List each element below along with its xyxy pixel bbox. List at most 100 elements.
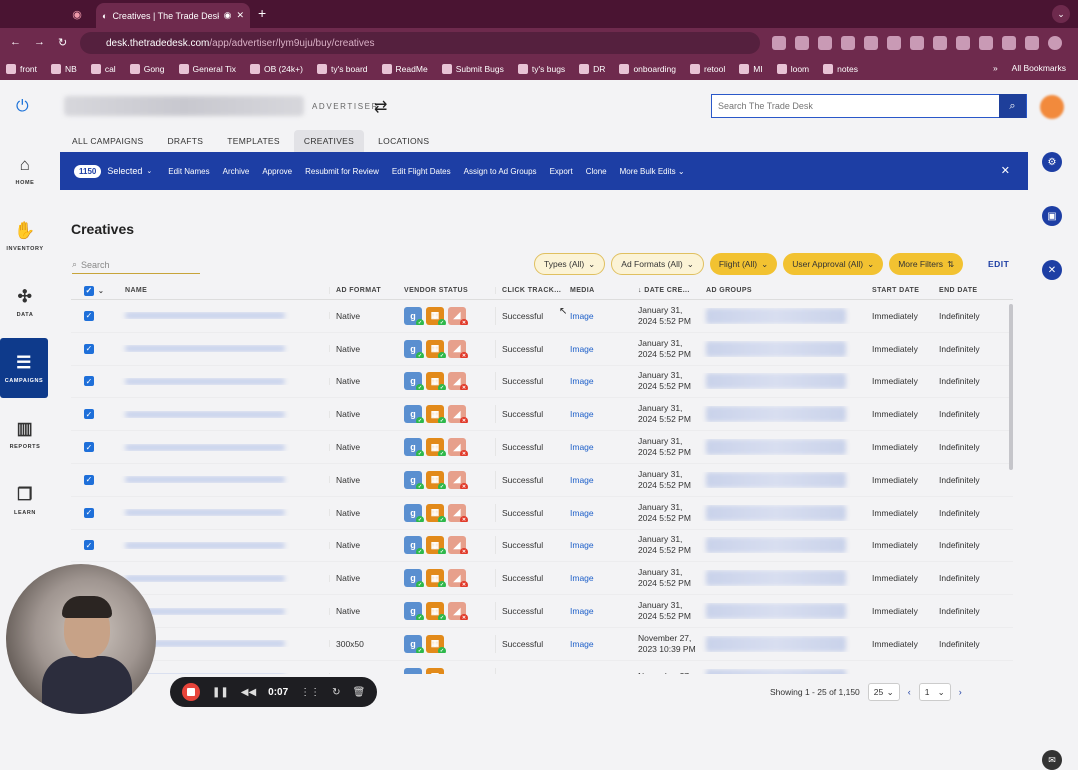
page-select[interactable]: 1 ⌄	[918, 683, 951, 701]
bulk-action-resubmit-for-review[interactable]: Resubmit for Review	[305, 167, 379, 176]
google-vendor-icon[interactable]: g✓	[404, 470, 424, 489]
creative-name-cell[interactable]	[119, 509, 330, 517]
bulk-action-edit-flight-dates[interactable]: Edit Flight Dates	[392, 167, 451, 176]
row-checkbox[interactable]: ✓	[84, 376, 94, 387]
active-tab[interactable]: ◐ Creatives | The Trade Desk ◉ ✕	[96, 3, 250, 28]
google-vendor-icon[interactable]: g✓	[404, 372, 424, 391]
creative-name-cell[interactable]	[119, 541, 330, 549]
avatar[interactable]	[1040, 95, 1064, 119]
google-vendor-icon[interactable]: g✓	[404, 438, 424, 457]
rejected-vendor-icon[interactable]: ◢ ✕	[448, 602, 468, 621]
nav-item-data[interactable]: ✣ DATA	[0, 272, 50, 332]
rejected-vendor-icon[interactable]: ◢ ✕	[448, 536, 468, 555]
extension-icon[interactable]	[933, 36, 947, 50]
rejected-vendor-icon[interactable]: ◢ ✕	[448, 405, 468, 424]
switch-advertiser-icon[interactable]: ⇄	[374, 99, 388, 116]
url-field[interactable]: desk.thetradedesk.com/app/advertiser/lym…	[80, 32, 760, 54]
global-search-input[interactable]	[712, 101, 999, 111]
bookmark-item[interactable]: onboarding	[619, 64, 676, 74]
table-row[interactable]: Native g ✓ ▦ ✓ ◢ ✕ Successful Image January 31, 20…	[71, 595, 1013, 628]
table-row[interactable]: g✓ ▦✓ November 27,	[71, 661, 1013, 674]
profile-icon[interactable]	[1048, 36, 1062, 50]
restart-icon[interactable]: ↻	[332, 686, 341, 698]
extension-icon[interactable]	[841, 36, 855, 50]
creative-name-cell[interactable]	[119, 640, 330, 648]
rejected-vendor-icon[interactable]: ◢ ✕	[448, 339, 468, 358]
extension-icon[interactable]	[795, 36, 809, 50]
ad-groups-blurred[interactable]	[706, 635, 846, 652]
google-vendor-icon[interactable]: g✓	[404, 634, 424, 653]
gear-icon[interactable]: ⚙	[1042, 152, 1062, 172]
col-end-date[interactable]: END DATE	[939, 287, 978, 294]
filter-user-approval-all[interactable]: User Approval (All) ⌄	[783, 253, 884, 275]
ad-groups-blurred[interactable]	[706, 373, 846, 390]
media-link[interactable]: Image	[570, 606, 594, 617]
table-scrollbar[interactable]	[1009, 304, 1013, 470]
bookmark-item[interactable]: Gong	[129, 64, 165, 74]
rewind-icon[interactable]: ◀◀	[240, 686, 257, 698]
tab-close-icon[interactable]: ✕	[236, 10, 244, 20]
ad-groups-blurred[interactable]	[706, 570, 846, 587]
col-click-tracking[interactable]: CLICK TRACK...	[502, 287, 562, 294]
table-row[interactable]: ✓ Native g ✓ ▦ ✓ ◢ ✕ Successful Image January 31, 2…	[71, 431, 1013, 464]
ad-groups-blurred[interactable]	[706, 340, 846, 357]
row-checkbox[interactable]: ✓	[84, 474, 94, 485]
chat-icon[interactable]: ✉	[1042, 750, 1062, 770]
extension-icon[interactable]	[818, 36, 832, 50]
extension-icon[interactable]	[772, 36, 786, 50]
basketball-vendor-icon[interactable]: ▦✓	[426, 438, 446, 457]
stop-recording-button[interactable]	[182, 683, 200, 701]
media-link[interactable]: Image	[570, 474, 594, 485]
basketball-vendor-icon[interactable]: ▦✓	[426, 339, 446, 358]
bookmark-item[interactable]: retool	[690, 64, 725, 74]
creative-name-blurred[interactable]	[125, 509, 285, 517]
new-tab-button[interactable]: +	[258, 5, 267, 21]
bookmark-item[interactable]: General Tix	[178, 64, 236, 74]
tab-creatives[interactable]: CREATIVES	[293, 130, 365, 152]
ad-groups-blurred[interactable]	[706, 307, 846, 324]
creative-name-cell[interactable]	[119, 574, 330, 582]
col-ad-format[interactable]: AD FORMAT	[336, 287, 382, 294]
chevron-down-icon[interactable]: ⌄	[98, 287, 105, 295]
table-row[interactable]: ✓ Native g ✓ ▦ ✓ ◢ ✕ Successful Image January 31, 2…	[71, 497, 1013, 530]
media-link[interactable]: Image	[570, 409, 594, 420]
creative-name-blurred[interactable]	[125, 345, 285, 353]
bulk-action-edit-names[interactable]: Edit Names	[168, 167, 209, 176]
creative-name-blurred[interactable]	[125, 312, 285, 320]
bulk-action-more-bulk-edits[interactable]: More Bulk Edits ⌄	[620, 167, 685, 176]
reload-icon[interactable]: ↻	[58, 37, 68, 49]
row-checkbox[interactable]: ✓	[84, 540, 94, 551]
forward-icon[interactable]: →	[34, 36, 45, 48]
back-icon[interactable]: ←	[10, 36, 21, 48]
google-vendor-icon[interactable]: g✓	[404, 405, 424, 424]
selected-label[interactable]: Selected	[107, 166, 143, 176]
tools-icon[interactable]: ✕	[1042, 260, 1062, 280]
bulk-action-assign-to-ad-groups[interactable]: Assign to Ad Groups	[464, 167, 537, 176]
select-all-checkbox[interactable]: ✓	[84, 285, 94, 296]
basketball-vendor-icon[interactable]: ▦✓	[426, 634, 446, 653]
bookmark-item[interactable]: loom	[776, 64, 809, 74]
creative-name-blurred[interactable]	[125, 443, 285, 451]
media-link[interactable]: Image	[570, 343, 594, 354]
chevron-down-icon[interactable]: ⌄	[146, 168, 153, 175]
pause-icon[interactable]: ❚❚	[212, 686, 229, 698]
bulk-action-clone[interactable]: Clone	[586, 167, 607, 176]
nav-item-inventory[interactable]: ✋ INVENTORY	[0, 206, 50, 266]
page-size-select[interactable]: 25 ⌄	[867, 683, 900, 701]
google-vendor-icon[interactable]: g✓	[404, 569, 424, 588]
col-media[interactable]: MEDIA	[570, 287, 595, 294]
next-page-icon[interactable]: ›	[958, 687, 962, 697]
row-checkbox[interactable]: ✓	[84, 442, 94, 453]
close-icon[interactable]: ✕	[1000, 165, 1010, 177]
bookmark-item[interactable]: ty's bugs	[517, 64, 565, 74]
nav-item-home[interactable]: ⌂ HOME	[0, 140, 50, 200]
creative-name-cell[interactable]	[119, 673, 330, 674]
tab-all-campaigns[interactable]: ALL CAMPAIGNS	[72, 136, 144, 146]
media-link[interactable]: Image	[570, 507, 594, 518]
prev-page-icon[interactable]: ‹	[907, 687, 911, 697]
ad-groups-blurred[interactable]	[706, 439, 846, 456]
ad-groups-blurred[interactable]	[706, 406, 846, 423]
creative-name-cell[interactable]	[119, 410, 330, 418]
bookmark-item[interactable]: OB (24k+)	[249, 64, 303, 74]
ad-groups-blurred[interactable]	[706, 471, 846, 488]
